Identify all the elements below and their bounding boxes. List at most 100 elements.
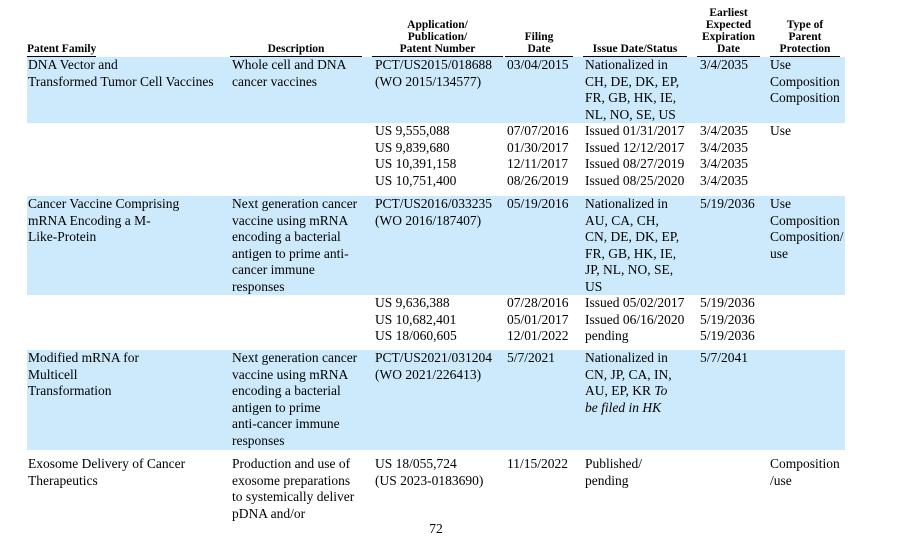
text-line: 07/07/2016	[507, 123, 569, 138]
text-line: mRNA Encoding a M-	[28, 212, 151, 228]
cell-issue-status: Nationalized in CN, JP, CA, IN, AU, EP, KR…	[583, 350, 697, 450]
text-line: US 10,682,401	[375, 311, 457, 327]
text-line: Issued 05/02/2017	[585, 295, 685, 310]
cell-description: Next generation cancer vaccine using mRNA…	[230, 350, 372, 450]
text-line: DNA Vector and	[28, 57, 118, 72]
text-line: Composition/	[770, 229, 844, 244]
table-row: Exosome Delivery of Cancer Therapeutics Pr…	[27, 450, 845, 522]
text-line: Like-Protein	[28, 229, 97, 244]
header-text-line: Application/	[407, 19, 468, 31]
text-line: Transformed Tumor Cell Vaccines	[28, 73, 214, 89]
patent-table: Patent Family Description Application/Publ…	[27, 7, 845, 522]
text-line: /use	[770, 472, 792, 488]
cell-filing-date: 05/19/2016	[505, 196, 583, 295]
text-line: responses	[232, 432, 285, 448]
text-line: 5/7/2021	[507, 350, 556, 365]
cell-description: Production and use of exosome preparation…	[230, 450, 372, 522]
text-line: 5/19/2036	[700, 311, 755, 327]
text-line: US 18/055,724	[375, 456, 457, 471]
cell-type: Composition/use	[770, 450, 845, 522]
cell-issue-status: Nationalized in AU, CA, CH, CN, DE, DK, EP…	[583, 196, 697, 295]
table-row: DNA Vector and Transformed Tumor Cell Vac…	[27, 57, 845, 123]
cell-expiration: 5/19/2036 5/19/2036 5/19/2036	[697, 295, 770, 350]
cell-application: PCT/US2016/033235 (WO 2016/187407)	[372, 196, 505, 295]
text-line: US 10,751,400	[375, 172, 457, 188]
text-line: exosome preparations	[232, 472, 351, 488]
cell-patent-family: Cancer Vaccine Comprising mRNA Encoding a…	[27, 196, 230, 295]
text-line: 12/01/2022	[507, 328, 569, 343]
text-line: 05/19/2016	[507, 196, 569, 211]
text-line: 11/15/2022	[507, 456, 569, 471]
text-line: to systemically deliver	[232, 489, 355, 504]
text-line: 5/7/2041	[700, 350, 749, 365]
column-header-issue-status: Issue Date/Status	[583, 7, 697, 57]
header-text-line: Filing	[524, 31, 554, 43]
text-line: Composition	[770, 90, 840, 105]
text-line: cancer vaccines	[232, 73, 318, 89]
text-line: 03/04/2015	[507, 57, 569, 72]
cell-description	[230, 295, 372, 350]
cell-type: Use Composition Composition	[770, 57, 845, 123]
text-line: Composition	[770, 73, 840, 89]
cell-issue-status: Published/pending	[583, 450, 697, 522]
text-line: encoding a bacterial	[232, 383, 341, 398]
text-line: Nationalized in	[585, 196, 668, 211]
header-text-line: Patent Family	[27, 43, 97, 57]
text-line: Issued 01/31/2017	[585, 123, 685, 138]
text-line: Modified mRNA for	[28, 350, 139, 365]
cell-filing-date: 11/15/2022	[505, 450, 583, 522]
text-line: Published/	[585, 456, 643, 471]
text-line: Use	[770, 196, 791, 211]
cell-type	[770, 295, 845, 350]
text-line: Issued 08/27/2019	[585, 156, 685, 171]
header-text-line: Date	[527, 43, 551, 55]
text-line: US 9,636,388	[375, 295, 450, 310]
cell-expiration	[697, 450, 770, 522]
text-line: 3/4/2035	[700, 139, 749, 155]
cell-expiration: 3/4/2035	[697, 57, 770, 123]
text-line: Issued 06/16/2020	[585, 311, 685, 327]
cell-application: US 9,636,388 US 10,682,401 US 18/060,605	[372, 295, 505, 350]
header-text-line: Protection	[779, 43, 831, 55]
text-line: 07/28/2016	[507, 295, 569, 310]
cell-filing-date: 07/28/2016 05/01/2017 12/01/2022	[505, 295, 583, 350]
header-text-line: Parent	[788, 31, 822, 43]
header-text-line: Patent Number	[399, 43, 476, 55]
text-line: US	[585, 278, 603, 294]
text-line: Exosome Delivery of Cancer	[28, 456, 186, 471]
text-line: encoding a bacterial	[232, 229, 341, 244]
text-line: CN, DE, DK, EP,	[585, 229, 680, 244]
text-line: (WO 2015/134577)	[375, 73, 482, 89]
cell-patent-family: Modified mRNA for Multicell Transformation	[27, 350, 230, 450]
text-line: 5/19/2036	[700, 295, 755, 310]
table-header: Patent Family Description Application/Publ…	[27, 7, 845, 57]
text-line: Production and use of	[232, 456, 351, 471]
text-line: Therapeutics	[28, 472, 98, 488]
cell-expiration: 5/7/2041	[697, 350, 770, 450]
cell-expiration: 5/19/2036	[697, 196, 770, 295]
cell-expiration: 3/4/2035 3/4/2035 3/4/2035 3/4/2035	[697, 123, 770, 196]
header-text-line: Expected	[705, 19, 752, 31]
text-line: be filed in HK	[585, 399, 662, 415]
cell-description	[230, 123, 372, 196]
cell-patent-family: DNA Vector and Transformed Tumor Cell Vac…	[27, 57, 230, 123]
header-text-line: Earliest	[709, 7, 748, 19]
cell-patent-family	[27, 295, 230, 350]
text-line: US 9,555,088	[375, 123, 450, 138]
header-text-line: Description	[267, 43, 325, 55]
column-header-type: Type of Parent Protection	[770, 7, 845, 57]
text-line: 3/4/2035	[700, 57, 749, 72]
text-line: Issued 12/12/2017	[585, 139, 685, 155]
text-line: Nationalized in	[585, 57, 668, 72]
text-line: Issued 08/25/2020	[585, 172, 685, 188]
text-line: vaccine using mRNA	[232, 366, 349, 382]
cell-issue-status: Issued 01/31/2017 Issued 12/12/2017 Issued…	[583, 123, 697, 196]
cell-type	[770, 350, 845, 450]
text-line: pending	[585, 472, 629, 488]
header-text-line: Issue Date/Status	[592, 43, 678, 55]
cell-patent-family: Exosome Delivery of Cancer Therapeutics	[27, 450, 230, 522]
cell-filing-date: 03/04/2015	[505, 57, 583, 123]
text-line: anti-cancer immune	[232, 416, 340, 431]
text-line: responses	[232, 278, 285, 294]
